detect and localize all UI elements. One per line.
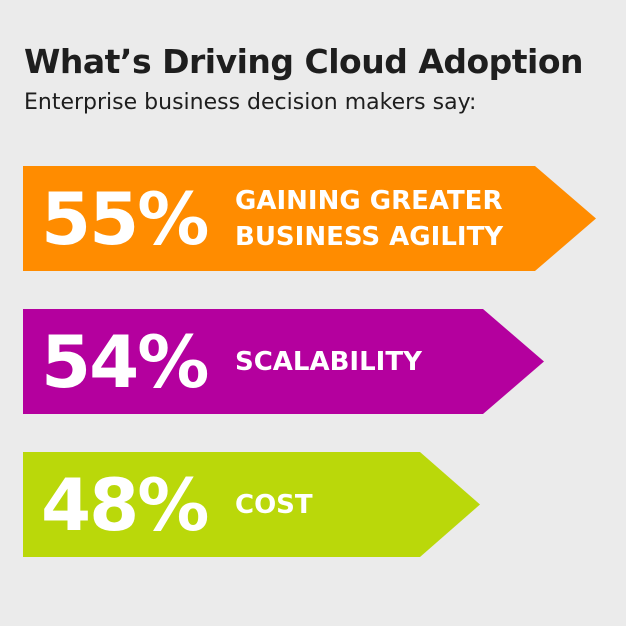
value-label: 48%: [41, 462, 209, 547]
category-label: COST: [235, 489, 313, 520]
bar-agility: 55% GAINING GREATER BUSINESS AGILITY: [23, 166, 596, 271]
chart-subtitle: Enterprise business decision makers say:: [24, 90, 477, 115]
category-label: SCALABILITY: [235, 346, 422, 377]
value-label: 54%: [41, 319, 209, 404]
category-label: GAINING GREATER BUSINESS AGILITY: [235, 185, 504, 252]
chart-title: What’s Driving Cloud Adoption: [24, 42, 584, 81]
bar-scalability: 54% SCALABILITY: [23, 309, 544, 414]
value-label: 55%: [41, 176, 209, 261]
bar-cost: 48% COST: [23, 452, 480, 557]
